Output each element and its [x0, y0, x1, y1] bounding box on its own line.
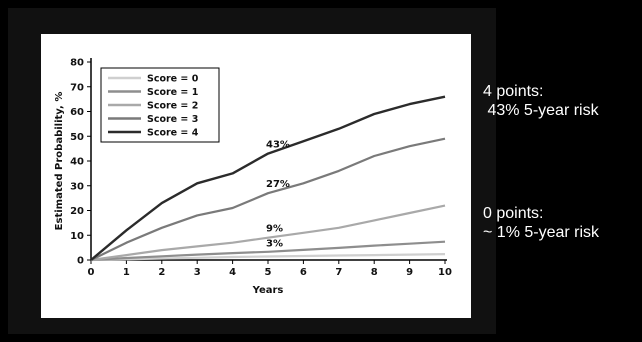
y-tick-label: 20 [70, 206, 84, 217]
data-label: 43% [266, 140, 290, 151]
legend-label-score-1: Score = 1 [147, 87, 198, 98]
x-tick-label: 8 [371, 267, 378, 278]
x-tick-label: 2 [158, 267, 165, 278]
series-line-score-2 [90, 204, 446, 262]
x-tick-label: 5 [265, 267, 272, 278]
annotation-low-risk: 0 points: ~ 1% 5-year risk [483, 205, 600, 241]
y-tick-label: 10 [70, 231, 84, 242]
series-line-score-3 [90, 137, 446, 261]
x-tick-label: 3 [194, 267, 201, 278]
y-tick-label: 80 [70, 58, 84, 69]
y-tick-label: 30 [70, 181, 84, 192]
y-tick-label: 0 [77, 256, 84, 267]
series-line-score-4 [90, 95, 446, 261]
legend-label-score-3: Score = 3 [147, 114, 198, 125]
legend: Score = 0 Score = 1 Score = 2 Score = 3 Scor… [100, 67, 220, 143]
x-tick-label: 6 [300, 267, 307, 278]
series-line-score-0 [90, 253, 446, 262]
x-tick-label: 7 [335, 267, 342, 278]
y-axis-label: Estimated Probability, % [54, 92, 65, 231]
data-label: 3% [266, 239, 283, 250]
legend-label-score-0: Score = 0 [147, 74, 199, 85]
series-line-score-1 [90, 240, 446, 262]
chart-card: 0 10 20 30 40 50 60 70 80 0 1 2 3 4 5 6 7 8 9 10 Years Estima… [41, 34, 471, 318]
line-chart: 0 10 20 30 40 50 60 70 80 0 1 2 3 4 5 6 7 8 9 10 Years Estima… [54, 58, 452, 297]
x-tick-label: 0 [88, 267, 95, 278]
y-tick-label: 50 [70, 132, 84, 143]
legend-label-score-4: Score = 4 [147, 128, 199, 139]
data-label: 27% [266, 179, 290, 190]
y-tick-label: 70 [70, 82, 84, 93]
y-tick-label: 40 [70, 157, 84, 168]
x-tick-label: 4 [229, 267, 236, 278]
x-axis-label: Years [252, 285, 284, 296]
x-tick-label: 9 [406, 267, 413, 278]
annotation-high-risk: 4 points: 43% 5-year risk [483, 83, 599, 119]
data-label: 9% [266, 224, 283, 235]
legend-label-score-2: Score = 2 [147, 101, 198, 112]
y-tick-label: 60 [70, 107, 84, 118]
slide-frame: 0 10 20 30 40 50 60 70 80 0 1 2 3 4 5 6 7 8 9 10 Years Estima… [8, 8, 496, 334]
x-tick-label: 10 [438, 267, 452, 278]
x-tick-label: 1 [123, 267, 130, 278]
